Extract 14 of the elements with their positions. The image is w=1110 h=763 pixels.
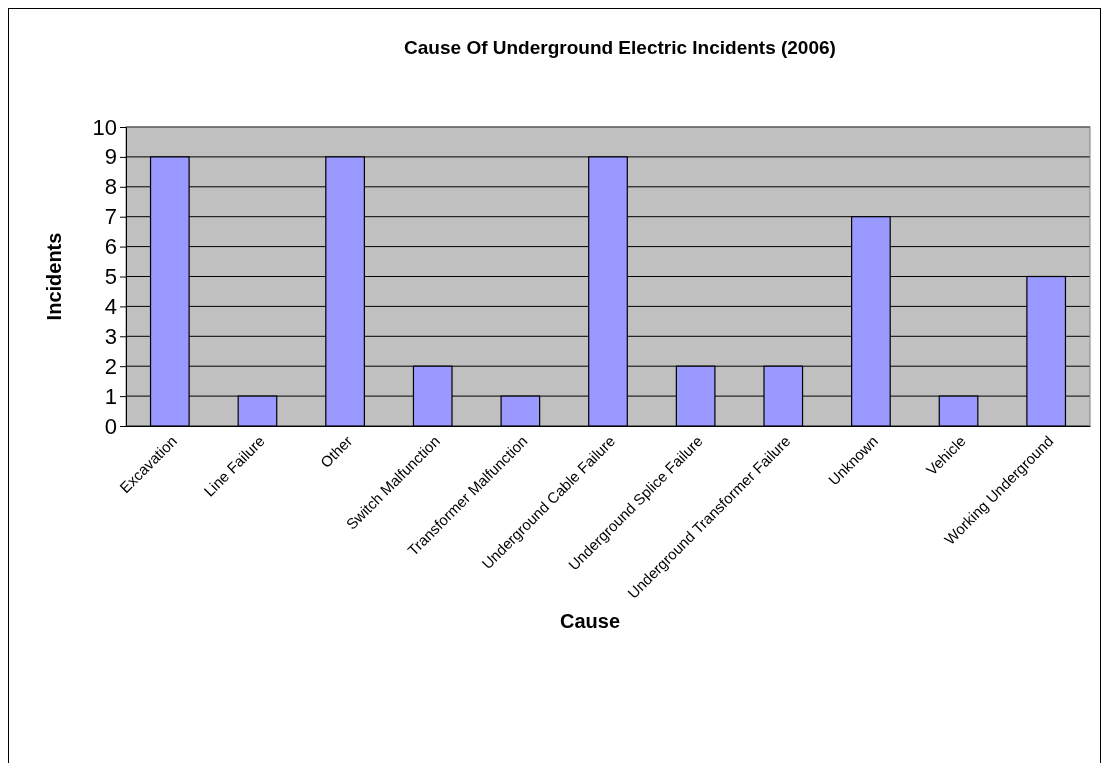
chart-title: Cause Of Underground Electric Incidents (2006) xyxy=(404,37,836,58)
y-tick-label: 8 xyxy=(104,174,117,200)
y-tick-label: 9 xyxy=(104,144,117,170)
y-axis-title: Incidents xyxy=(43,232,65,321)
y-tick-label: 1 xyxy=(104,383,117,409)
y-tick-label: 10 xyxy=(92,114,117,140)
y-tick-label: 5 xyxy=(104,264,117,290)
y-tick-label: 3 xyxy=(104,323,117,349)
x-axis-title: Cause xyxy=(559,610,621,632)
y-tick-label: 4 xyxy=(104,293,117,319)
y-tick-label: 6 xyxy=(104,234,117,260)
y-tick-label: 0 xyxy=(104,413,117,439)
y-tick-label: 2 xyxy=(104,353,117,379)
y-tick-label: 7 xyxy=(104,204,117,230)
